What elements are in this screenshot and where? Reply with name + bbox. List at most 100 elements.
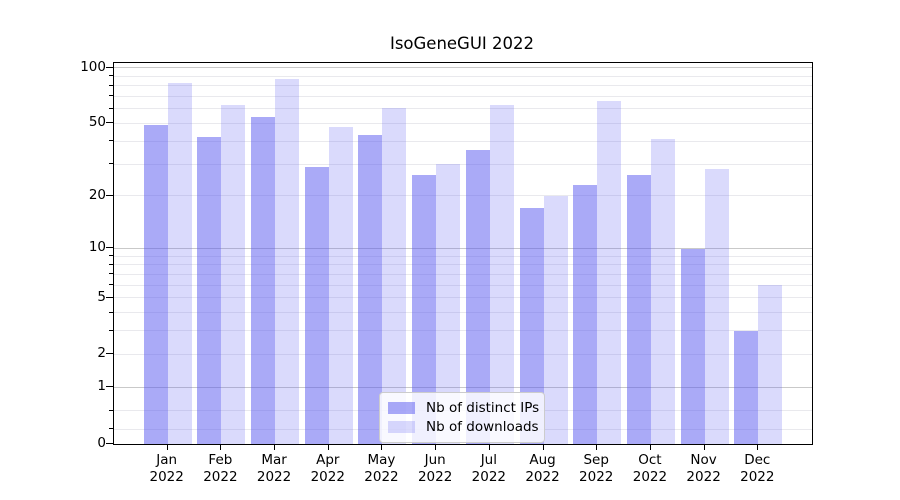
bar-distinct-ips-jan <box>143 125 168 444</box>
y-tick-label-50: 50 <box>88 114 106 131</box>
y-minor-tick-40 <box>109 140 113 142</box>
x-tick-year: 2022 <box>417 468 453 485</box>
y-minor-tick-0.2 <box>109 428 113 430</box>
bar-downloads-may <box>382 107 407 444</box>
x-tick-label-feb: Feb 2022 <box>188 452 252 485</box>
x-tick-month: Dec <box>744 452 771 468</box>
x-tick-label-may: May 2022 <box>349 452 413 485</box>
x-tick-oct <box>649 445 651 450</box>
gridline-major-1 <box>114 386 812 388</box>
y-minor-tick-5 <box>109 296 113 298</box>
y-tick-0 <box>106 443 113 444</box>
x-tick-label-oct: Oct 2022 <box>618 452 682 485</box>
x-tick-year: 2022 <box>364 468 399 485</box>
bar-downloads-aug <box>543 195 568 444</box>
y-minor-tick-60 <box>109 107 113 109</box>
x-tick-jan <box>166 445 168 450</box>
y-minor-tick-9 <box>109 255 113 257</box>
x-tick-month: Jul <box>480 452 497 468</box>
y-tick-1 <box>106 386 113 388</box>
gridline-major-100 <box>114 67 812 69</box>
legend: Nb of distinct IPs Nb of downloads <box>379 392 545 443</box>
y-minor-tick-0.5 <box>109 409 113 411</box>
y-tick-label-1: 1 <box>97 378 106 395</box>
x-tick-year: 2022 <box>579 468 614 485</box>
x-tick-label-jun: Jun 2022 <box>403 452 467 485</box>
y-tick-label-100: 100 <box>80 58 106 75</box>
x-tick-month: Jan <box>156 452 178 468</box>
bar-downloads-nov <box>704 169 729 444</box>
y-minor-tick-8 <box>109 263 113 265</box>
x-tick-year: 2022 <box>632 468 668 485</box>
x-tick-year: 2022 <box>310 468 345 485</box>
y-minor-tick-90 <box>109 75 113 77</box>
bar-downloads-oct <box>650 139 675 444</box>
legend-item-distinct-ips: Nb of distinct IPs <box>388 398 540 417</box>
plot-area <box>113 62 813 445</box>
bar-distinct-ips-mar <box>251 117 276 444</box>
x-tick-month: May <box>367 452 396 468</box>
x-tick-month: Oct <box>638 452 662 468</box>
gridline-minor-2 <box>114 353 812 355</box>
x-tick-jun <box>435 445 437 450</box>
x-tick-label-jan: Jan 2022 <box>135 452 199 485</box>
y-tick-label-0: 0 <box>97 435 106 451</box>
x-tick-feb <box>220 445 222 450</box>
y-minor-tick-80 <box>109 84 113 86</box>
gridline-minor-3 <box>114 330 812 332</box>
y-minor-tick-6 <box>109 284 113 286</box>
y-minor-tick-50 <box>109 122 113 124</box>
x-tick-year: 2022 <box>740 468 775 485</box>
chart-title: IsoGeneGUI 2022 <box>389 34 535 53</box>
gridline-minor-70 <box>114 95 812 97</box>
y-minor-tick-70 <box>109 95 113 97</box>
gridline-minor-80 <box>114 85 812 87</box>
x-tick-may <box>381 445 383 450</box>
x-tick-label-sep: Sep 2022 <box>564 452 628 485</box>
legend-swatch-downloads <box>388 420 415 433</box>
y-tick-label-2: 2 <box>97 345 106 362</box>
x-tick-month: Mar <box>261 452 287 468</box>
legend-swatch-distinct-ips <box>388 401 415 414</box>
y-minor-tick-3 <box>109 329 113 331</box>
bar-distinct-ips-apr <box>304 166 329 444</box>
gridline-minor-7 <box>114 273 812 275</box>
x-tick-month: Sep <box>583 452 609 468</box>
x-tick-year: 2022 <box>256 468 292 485</box>
x-tick-year: 2022 <box>471 468 507 485</box>
y-tick-label-10: 10 <box>88 239 106 256</box>
y-tick-10 <box>106 247 113 249</box>
bar-distinct-ips-may <box>358 135 383 444</box>
x-tick-month: Aug <box>529 452 556 468</box>
bar-downloads-feb <box>221 104 246 444</box>
bar-downloads-mar <box>275 78 300 444</box>
gridline-minor-60 <box>114 108 812 110</box>
legend-label-downloads: Nb of downloads <box>426 418 539 435</box>
gridline-minor-9 <box>114 255 812 257</box>
y-minor-tick-2 <box>109 353 113 355</box>
bar-distinct-ips-oct <box>626 175 651 444</box>
x-tick-label-apr: Apr 2022 <box>296 452 360 485</box>
x-tick-month: Feb <box>208 452 233 468</box>
gridline-major-10 <box>114 247 812 249</box>
gridline-minor-8 <box>114 264 812 266</box>
x-tick-year: 2022 <box>203 468 238 485</box>
x-tick-year: 2022 <box>525 468 560 485</box>
gridline-minor-4 <box>114 312 812 314</box>
gridline-minor-90 <box>114 75 812 77</box>
x-tick-year: 2022 <box>686 468 721 485</box>
x-tick-label-dec: Dec 2022 <box>725 452 789 485</box>
gridline-minor-50 <box>114 122 812 124</box>
x-tick-mar <box>274 445 276 450</box>
gridline-minor-40 <box>114 140 812 142</box>
x-tick-month: Apr <box>316 452 340 468</box>
y-tick-label-5: 5 <box>97 288 106 305</box>
bar-distinct-ips-dec <box>734 330 759 444</box>
x-tick-month: Jun <box>424 452 446 468</box>
bar-distinct-ips-nov <box>680 248 705 444</box>
x-tick-nov <box>703 445 705 450</box>
x-tick-jul <box>488 445 490 450</box>
legend-label-distinct-ips: Nb of distinct IPs <box>426 399 540 416</box>
bar-distinct-ips-sep <box>573 184 598 444</box>
